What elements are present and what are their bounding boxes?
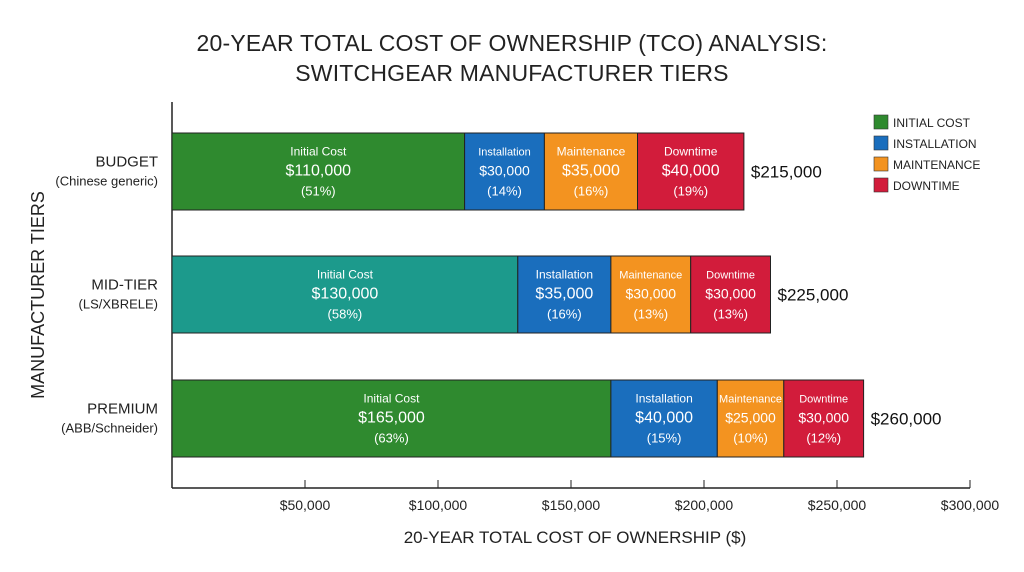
bar-segment-initial-cost bbox=[171, 255, 519, 334]
bar-segment-initial-cost bbox=[171, 379, 612, 458]
legend-swatch bbox=[873, 135, 889, 151]
category-sublabel: (ABB/Schneider) bbox=[61, 421, 158, 436]
category-sublabel: (Chinese generic) bbox=[55, 174, 158, 189]
chart-title-line2: SWITCHGEAR MANUFACTURER TIERS bbox=[295, 60, 729, 86]
segment-pct-label: (63%) bbox=[374, 431, 409, 446]
category-label: MID-TIER bbox=[91, 277, 158, 294]
segment-value-label: $30,000 bbox=[798, 410, 849, 426]
legend-label: DOWNTIME bbox=[893, 179, 960, 193]
x-tick-label: $250,000 bbox=[808, 497, 867, 513]
segment-pct-label: (51%) bbox=[301, 184, 336, 199]
y-axis-label: MANUFACTURER TIERS bbox=[28, 191, 48, 399]
legend-swatch bbox=[873, 177, 889, 193]
segment-pct-label: (13%) bbox=[633, 307, 668, 322]
segment-value-label: $165,000 bbox=[358, 410, 425, 427]
segment-pct-label: (16%) bbox=[547, 307, 582, 322]
category-sublabel: (LS/XBRELE) bbox=[79, 297, 158, 312]
segment-name-label: Installation bbox=[635, 392, 692, 406]
bar-segment-installation bbox=[610, 379, 718, 458]
segment-value-label: $110,000 bbox=[286, 163, 352, 180]
x-tick-label: $200,000 bbox=[675, 497, 734, 513]
legend-swatch bbox=[873, 156, 889, 172]
segment-pct-label: (19%) bbox=[673, 184, 708, 199]
x-tick-label: $100,000 bbox=[409, 497, 468, 513]
legend-swatch bbox=[873, 114, 889, 130]
segment-name-label: Initial Cost bbox=[317, 268, 374, 282]
segment-name-label: Maintenance bbox=[557, 145, 626, 159]
legend-label: INSTALLATION bbox=[893, 137, 977, 151]
x-axis-label: 20-YEAR TOTAL COST OF OWNERSHIP ($) bbox=[404, 528, 747, 547]
bar-segment-maintenance bbox=[716, 379, 785, 458]
segment-pct-label: (58%) bbox=[328, 307, 363, 322]
legend-label: MAINTENANCE bbox=[893, 158, 980, 172]
segment-value-label: $40,000 bbox=[662, 163, 720, 180]
category-label: PREMIUM bbox=[87, 401, 158, 418]
bar-segment-maintenance bbox=[543, 132, 639, 211]
segment-pct-label: (10%) bbox=[733, 431, 768, 446]
category-label: BUDGET bbox=[95, 154, 158, 171]
segment-name-label: Downtime bbox=[664, 145, 718, 159]
segment-name-label: Installation bbox=[536, 268, 593, 282]
bar-segment-downtime bbox=[637, 132, 745, 211]
segment-pct-label: (15%) bbox=[647, 431, 682, 446]
segment-name-label: Installation bbox=[478, 147, 531, 159]
segment-value-label: $130,000 bbox=[312, 286, 379, 303]
segment-name-label: Initial Cost bbox=[290, 145, 347, 159]
x-tick-label: $150,000 bbox=[542, 497, 601, 513]
legend-label: INITIAL COST bbox=[893, 116, 971, 130]
segment-pct-label: (14%) bbox=[487, 184, 522, 199]
total-label: $225,000 bbox=[778, 286, 849, 305]
segment-name-label: Maintenance bbox=[719, 394, 782, 406]
x-tick-label: $50,000 bbox=[280, 497, 331, 513]
segment-value-label: $35,000 bbox=[535, 286, 593, 303]
segment-pct-label: (13%) bbox=[713, 307, 748, 322]
segment-name-label: Downtime bbox=[706, 270, 755, 282]
segment-name-label: Maintenance bbox=[619, 270, 682, 282]
x-tick-label: $300,000 bbox=[941, 497, 1000, 513]
segment-pct-label: (16%) bbox=[574, 184, 609, 199]
segment-name-label: Initial Cost bbox=[363, 392, 420, 406]
total-label: $260,000 bbox=[871, 410, 942, 429]
bar-segment-downtime bbox=[783, 379, 865, 458]
chart-title-line1: 20-YEAR TOTAL COST OF OWNERSHIP (TCO) AN… bbox=[196, 30, 828, 56]
segment-value-label: $40,000 bbox=[635, 410, 693, 427]
segment-value-label: $30,000 bbox=[479, 163, 530, 179]
segment-value-label: $25,000 bbox=[725, 410, 776, 426]
bar-segment-maintenance bbox=[610, 255, 692, 334]
segment-value-label: $30,000 bbox=[625, 286, 676, 302]
total-label: $215,000 bbox=[751, 163, 822, 182]
segment-value-label: $35,000 bbox=[562, 163, 620, 180]
bar-segment-downtime bbox=[690, 255, 772, 334]
segment-value-label: $30,000 bbox=[705, 286, 756, 302]
bar-segment-installation bbox=[517, 255, 612, 334]
segment-name-label: Downtime bbox=[799, 394, 848, 406]
segment-pct-label: (12%) bbox=[806, 431, 841, 446]
